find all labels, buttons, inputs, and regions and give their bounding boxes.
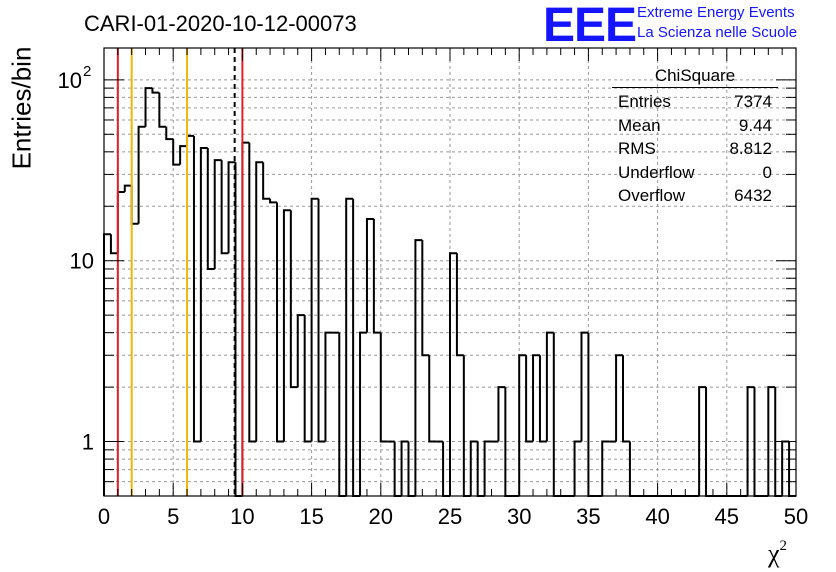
histogram-bin bbox=[414, 239, 423, 496]
histogram-bin bbox=[296, 314, 305, 388]
histogram-bin bbox=[137, 125, 146, 224]
histogram-bin bbox=[158, 92, 167, 128]
histogram-bin bbox=[532, 354, 540, 442]
x-tick-label: 25 bbox=[438, 504, 462, 529]
axis-ticks bbox=[103, 48, 797, 497]
histogram-bin bbox=[103, 233, 111, 496]
histogram-bin bbox=[483, 440, 492, 496]
x-tick-label: 5 bbox=[167, 504, 179, 529]
y-axis-label: Entries/bin bbox=[6, 46, 37, 170]
histogram-bin bbox=[324, 331, 333, 442]
histogram-bin bbox=[518, 354, 527, 496]
histogram-bin bbox=[310, 197, 319, 442]
histogram-bin bbox=[352, 198, 361, 497]
histogram-bin bbox=[552, 332, 561, 497]
y-tick-label: 10 bbox=[58, 68, 82, 93]
stats-box: ChiSquare Entries 7374 Mean 9.44 RMS 8.812 … bbox=[612, 66, 778, 208]
y-tick-label: 10 bbox=[70, 249, 94, 274]
histogram-bin bbox=[262, 162, 271, 200]
histogram-bin bbox=[601, 440, 610, 496]
histogram-bin bbox=[234, 162, 243, 497]
histogram-bin bbox=[220, 160, 229, 255]
histogram-bin bbox=[462, 355, 471, 497]
histogram-bin bbox=[276, 202, 284, 443]
histogram-bin bbox=[767, 386, 776, 496]
x-tick-label: 35 bbox=[576, 504, 600, 529]
chart-title: CARI-01-2020-10-12-00073 bbox=[84, 11, 357, 36]
histogram-bin bbox=[269, 198, 277, 204]
stats-row-entries: Entries 7374 bbox=[618, 92, 772, 111]
logo-text-line2: La Scienza nelle Scuole bbox=[637, 24, 798, 41]
histogram-bin bbox=[151, 88, 160, 94]
histogram-bin bbox=[165, 126, 174, 141]
histogram-bin bbox=[289, 210, 298, 389]
histogram-bin bbox=[615, 354, 623, 442]
logo-text-line1: Extreme Energy Events bbox=[637, 4, 795, 21]
x-tick-label: 0 bbox=[98, 504, 110, 529]
histogram-bin bbox=[359, 331, 367, 496]
x-tick-label: 30 bbox=[507, 504, 531, 529]
histogram-bin bbox=[186, 134, 194, 147]
histogram-bin bbox=[497, 386, 506, 442]
histogram-bin bbox=[206, 147, 215, 270]
histogram-bin bbox=[192, 135, 201, 443]
eee-logo: EEE bbox=[543, 0, 637, 52]
histogram-bin bbox=[455, 253, 464, 357]
histogram-bin bbox=[469, 440, 478, 496]
histogram-bin bbox=[227, 161, 236, 254]
histogram-bin bbox=[144, 87, 153, 127]
marker-lines bbox=[116, 48, 244, 496]
y-tick-label: 1 bbox=[82, 430, 94, 455]
histogram-bin bbox=[282, 209, 291, 442]
histogram-bin bbox=[248, 142, 257, 443]
histogram-bin bbox=[746, 386, 755, 496]
x-tick-label: 40 bbox=[645, 504, 669, 529]
histogram-bin bbox=[421, 240, 430, 357]
x-tick-label: 50 bbox=[784, 504, 808, 529]
stats-row-underflow: Underflow 0 bbox=[618, 162, 772, 182]
histogram-bin bbox=[255, 161, 264, 442]
histogram-bin bbox=[109, 234, 118, 255]
histogram-bin bbox=[449, 252, 457, 496]
histogram-bin bbox=[379, 332, 388, 443]
histogram-bin bbox=[538, 355, 547, 443]
x-tick-label: 20 bbox=[369, 504, 393, 529]
stats-row-mean: Mean 9.44 bbox=[618, 115, 772, 135]
histogram-bin bbox=[365, 218, 374, 333]
histogram-bin bbox=[345, 197, 354, 496]
histogram-bin bbox=[317, 198, 326, 443]
stats-row-overflow: Overflow 6432 bbox=[618, 186, 772, 205]
histogram-bin bbox=[172, 139, 181, 166]
y-tick-label-sup: 2 bbox=[83, 63, 91, 80]
histogram-bin bbox=[580, 331, 589, 442]
stats-title: ChiSquare bbox=[612, 66, 778, 88]
histogram-bin bbox=[573, 440, 582, 496]
histogram-bin bbox=[372, 219, 381, 334]
x-axis-label: χ2 bbox=[768, 538, 788, 568]
histogram-bin bbox=[116, 190, 125, 254]
histogram-bin bbox=[622, 355, 630, 443]
histogram-bin bbox=[587, 332, 596, 497]
histogram-bin bbox=[303, 315, 312, 443]
x-tick-label: 10 bbox=[230, 504, 254, 529]
histogram-bin bbox=[400, 440, 409, 496]
histogram-bin bbox=[241, 141, 250, 496]
histogram-bin bbox=[428, 355, 437, 443]
histogram-bin bbox=[199, 146, 208, 442]
histogram-bin bbox=[123, 184, 132, 192]
histogram-bin bbox=[179, 145, 188, 165]
histogram-bin bbox=[213, 159, 222, 269]
x-tick-label: 45 bbox=[715, 504, 739, 529]
histogram-bin bbox=[130, 185, 139, 225]
x-tick-label: 15 bbox=[299, 504, 323, 529]
histogram-bin bbox=[698, 386, 707, 496]
stats-row-rms: RMS 8.812 bbox=[618, 139, 772, 158]
histogram-bin bbox=[545, 331, 554, 442]
histogram-bin bbox=[525, 355, 534, 443]
histogram-bin bbox=[338, 332, 347, 497]
